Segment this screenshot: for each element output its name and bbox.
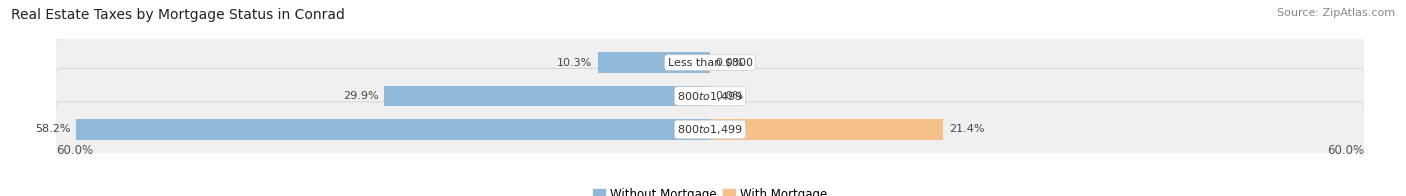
FancyBboxPatch shape <box>55 68 1365 124</box>
Text: $800 to $1,499: $800 to $1,499 <box>678 123 742 136</box>
Bar <box>710 119 943 140</box>
Text: Real Estate Taxes by Mortgage Status in Conrad: Real Estate Taxes by Mortgage Status in … <box>11 8 344 22</box>
Text: 10.3%: 10.3% <box>557 58 592 68</box>
Text: Less than $800: Less than $800 <box>668 58 752 68</box>
Bar <box>384 86 710 106</box>
Legend: Without Mortgage, With Mortgage: Without Mortgage, With Mortgage <box>588 184 832 196</box>
Text: 0.0%: 0.0% <box>716 58 744 68</box>
Text: 0.0%: 0.0% <box>716 91 744 101</box>
Text: Source: ZipAtlas.com: Source: ZipAtlas.com <box>1277 8 1395 18</box>
Text: 21.4%: 21.4% <box>949 124 984 134</box>
FancyBboxPatch shape <box>55 102 1365 157</box>
Text: 58.2%: 58.2% <box>35 124 70 134</box>
Text: 60.0%: 60.0% <box>1327 144 1364 157</box>
FancyBboxPatch shape <box>55 35 1365 90</box>
Bar <box>76 119 710 140</box>
Bar <box>598 52 710 73</box>
Text: 29.9%: 29.9% <box>343 91 378 101</box>
Text: 60.0%: 60.0% <box>56 144 93 157</box>
Text: $800 to $1,499: $800 to $1,499 <box>678 90 742 103</box>
